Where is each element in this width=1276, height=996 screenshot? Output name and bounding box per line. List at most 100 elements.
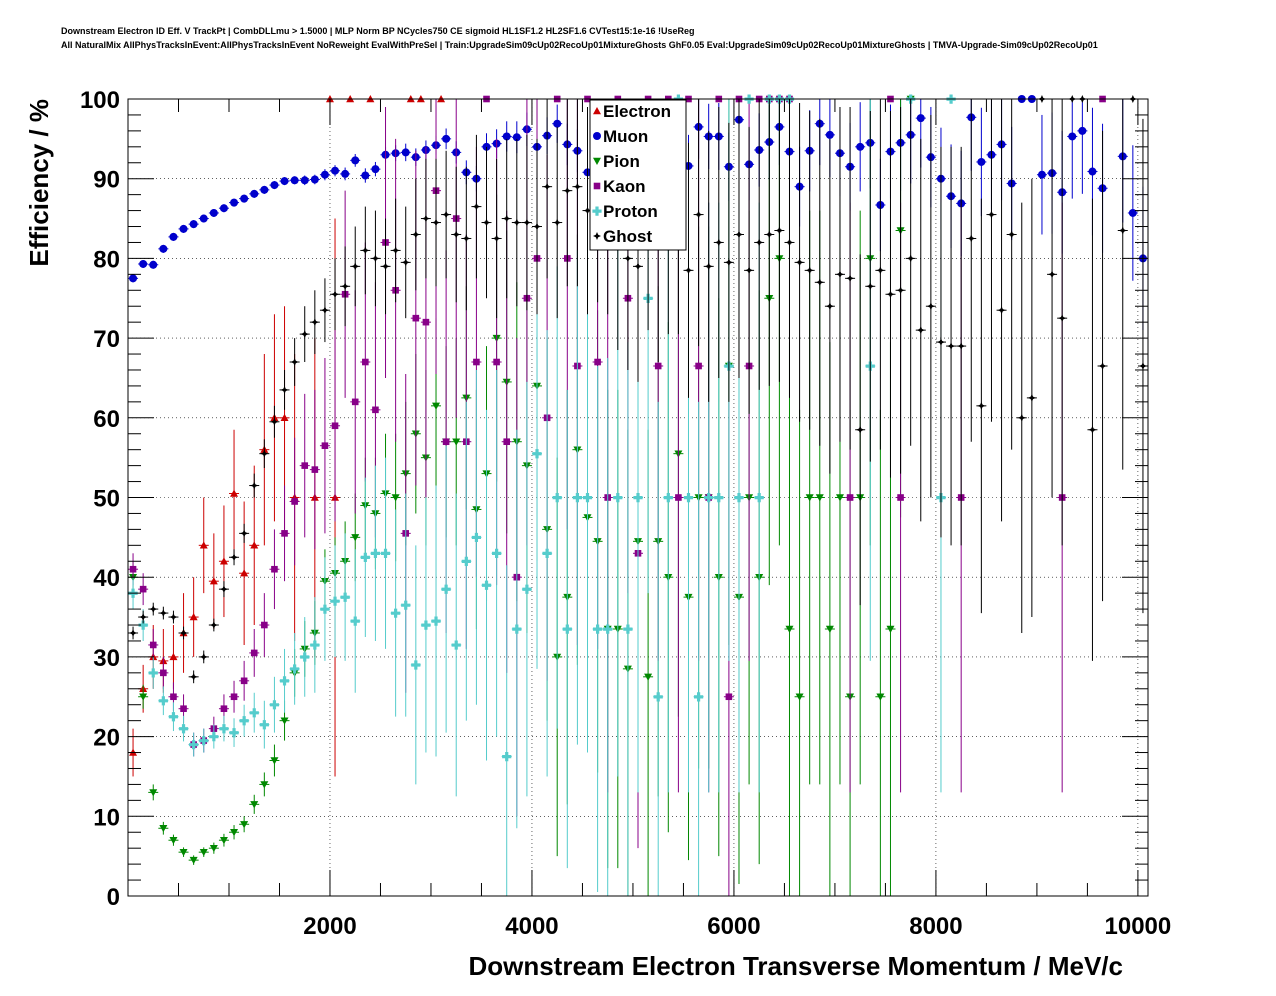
ghost-point [1098, 361, 1107, 370]
muon-point [139, 259, 148, 268]
proton-point [219, 724, 229, 734]
ghost-point [199, 652, 208, 661]
muon-point [1037, 170, 1046, 179]
y-tick-label: 60 [93, 406, 120, 433]
muon-point [310, 175, 319, 184]
x-tick-label: 10000 [1105, 913, 1172, 940]
pion-point [260, 781, 269, 789]
proton-point [189, 740, 199, 750]
x-tick-label: 4000 [505, 913, 558, 940]
proton-point [481, 580, 492, 590]
y-tick-label: 0 [107, 884, 120, 911]
muon-point [361, 171, 370, 180]
legend-box [589, 99, 687, 251]
ghost-point [452, 230, 461, 239]
proton-point [330, 596, 340, 606]
kaon-point [170, 693, 177, 701]
kaon-point [362, 358, 369, 366]
ghost-point [462, 234, 471, 243]
kaon-point [271, 565, 278, 573]
kaon-point [422, 318, 430, 326]
proton-point [249, 708, 259, 718]
proton-point [310, 640, 320, 650]
ghost-point [351, 262, 360, 271]
pion-point [189, 856, 198, 865]
legend-muon-label: Muon [603, 127, 648, 146]
muon-point [290, 176, 299, 185]
kaon-point [291, 498, 298, 505]
kaon-point [160, 669, 167, 677]
ghost-point [634, 262, 642, 271]
ghost-point [270, 417, 279, 426]
ghost-point [472, 202, 481, 211]
x-axis-title: Downstream Electron Transverse Momentum … [468, 951, 1123, 981]
pion-point [432, 402, 441, 410]
x-tick-label: 6000 [707, 913, 760, 940]
proton-point [441, 584, 451, 594]
kaon-point [412, 314, 420, 322]
ghost-point [502, 214, 511, 223]
proton-point [593, 624, 603, 634]
y-tick-label: 90 [93, 167, 120, 194]
muon-point [169, 232, 178, 241]
ghost-point [704, 262, 713, 271]
kaon-point [230, 693, 238, 701]
muon-point [219, 204, 228, 213]
ghost-point [1017, 413, 1026, 422]
ghost-point [280, 385, 289, 394]
ghost-point [947, 342, 956, 351]
y-tick-label: 30 [93, 645, 120, 672]
legend-proton-label: Proton [603, 202, 658, 221]
ghost-point [230, 553, 239, 562]
ghost-point [320, 306, 329, 315]
y-tick-label: 10 [93, 804, 120, 831]
pion-point [139, 693, 148, 701]
ghost-point [411, 230, 420, 239]
electron-point [250, 541, 259, 549]
muon-point [825, 130, 834, 139]
pion-point [452, 438, 461, 446]
muon-point [341, 169, 350, 178]
pion-point [240, 821, 249, 829]
proton-point [461, 556, 471, 566]
kaon-point [301, 462, 309, 469]
pion-point [835, 494, 844, 502]
ghost-point [906, 254, 915, 263]
proton-point [471, 532, 482, 543]
ghost-point [169, 613, 178, 622]
proton-point [451, 640, 461, 650]
electron-point [199, 541, 208, 549]
muon-point [351, 156, 360, 165]
y-tick-label: 100 [80, 87, 120, 114]
proton-point [168, 712, 179, 722]
muon-point [977, 157, 986, 166]
proton-point [613, 493, 623, 503]
pion-point [886, 625, 895, 634]
proton-point [512, 624, 522, 634]
muon-point [199, 214, 208, 223]
muon-point [209, 208, 218, 217]
kaon-point [594, 358, 601, 366]
muon-point [502, 132, 511, 141]
ghost-point [896, 286, 905, 295]
ghost-point [997, 306, 1006, 315]
proton-point [148, 668, 158, 678]
proton-point [300, 652, 310, 662]
ghost-point [573, 182, 582, 191]
proton-point [199, 736, 209, 746]
kaon-point [311, 466, 319, 473]
legend-ghost-marker [593, 232, 601, 240]
ghost-point [926, 302, 935, 311]
ghost-point [159, 609, 168, 618]
proton-point [360, 552, 370, 562]
proton-point [623, 624, 633, 634]
pion-point [825, 625, 834, 634]
proton-point [552, 493, 562, 503]
pion-point [280, 717, 289, 725]
ghost-point [1088, 425, 1097, 434]
ghost-point [1118, 226, 1127, 235]
ghost-point [250, 481, 259, 490]
pion-point [644, 673, 653, 681]
ghost-point [189, 672, 198, 681]
proton-point [259, 720, 269, 730]
